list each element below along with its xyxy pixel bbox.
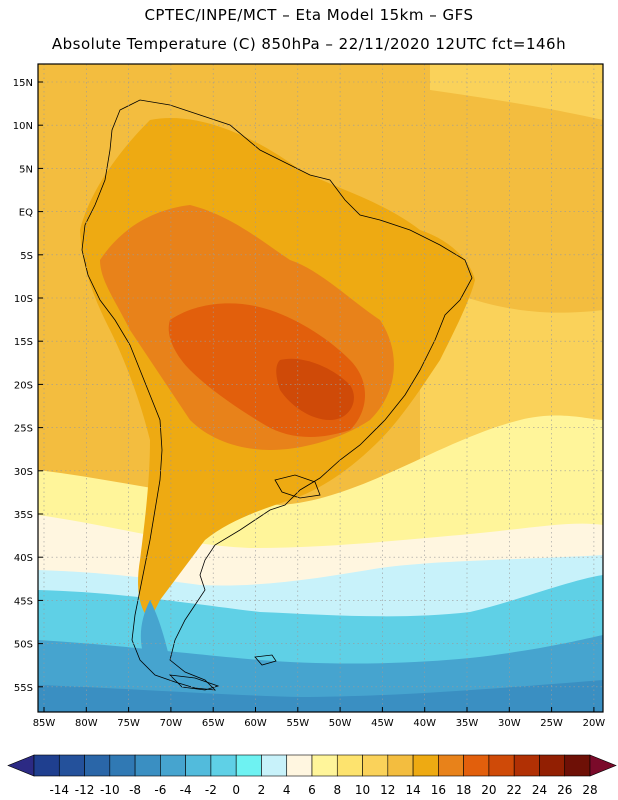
colorbar-swatch: [311, 754, 338, 777]
colorbar-label: -4: [180, 783, 192, 797]
lon-tick-label: 40W: [413, 718, 436, 729]
colorbar-swatch: [564, 754, 591, 777]
colorbar-label: -6: [154, 783, 166, 797]
colorbar-label: 6: [308, 783, 316, 797]
colorbar-label: 16: [431, 783, 446, 797]
colorbar-label: -10: [100, 783, 120, 797]
lat-tick-label: 35S: [14, 510, 33, 521]
lon-tick-label: 45W: [371, 718, 394, 729]
lat-tick-label: 10S: [14, 294, 33, 305]
colorbar-swatch: [33, 754, 60, 777]
ocean-mild-band-north: [430, 64, 603, 120]
lon-tick-label: 50W: [329, 718, 352, 729]
lat-tick-label: 25S: [14, 424, 33, 435]
colorbar-label: 14: [405, 783, 420, 797]
colorbar-swatch: [84, 754, 111, 777]
colorbar-swatch: [261, 754, 288, 777]
ocean-cold-band-2: [38, 680, 603, 712]
colorbar-swatch: [539, 754, 566, 777]
map-title-line2: Absolute Temperature (C) 850hPa – 22/11/…: [51, 35, 567, 53]
lat-tick-label: 55S: [14, 683, 33, 694]
colorbar-label: -2: [205, 783, 217, 797]
colorbar-swatch: [109, 754, 136, 777]
colorbar-high-arrow: [589, 754, 617, 777]
rio-de-la-plata-outline: [274, 474, 321, 499]
colorbar-label: 10: [355, 783, 370, 797]
lon-tick-label: 65W: [202, 718, 225, 729]
lat-tick-label: 30S: [14, 467, 33, 478]
colorbar-swatch: [160, 754, 186, 777]
colorbar-label: 22: [507, 783, 522, 797]
lon-tick-label: 85W: [33, 718, 56, 729]
colorbar-label: 18: [456, 783, 471, 797]
temperature-colorbar: [7, 754, 617, 777]
lat-lon-grid: [38, 64, 603, 712]
lat-tick-label: 5S: [20, 251, 33, 262]
colorbar-label: 4: [283, 783, 291, 797]
colorbar-labels: -14 -12 -10 -8 -6 -4 -2 0 2 4 6 8 10 12 14 16 18 20 22 24 26…: [49, 783, 597, 797]
lat-tick-label: 20S: [14, 380, 33, 391]
colorbar-swatch: [134, 754, 161, 777]
lon-tick-label: 70W: [160, 718, 183, 729]
colorbar-swatch: [336, 754, 363, 777]
plot-frame: [37, 63, 604, 713]
tierra-del-fuego-outline: [168, 674, 220, 691]
colorbar-label: 20: [481, 783, 496, 797]
lon-tick-label: 20W: [583, 718, 606, 729]
colorbar-label: 24: [532, 783, 547, 797]
south-america-coastline: [81, 99, 473, 691]
land-hottest-core: [276, 358, 354, 420]
colorbar-label: 26: [557, 783, 572, 797]
lat-tick-label: 15S: [14, 337, 33, 348]
lon-tick-label: 80W: [75, 718, 98, 729]
lat-tick-label: 45S: [14, 596, 33, 607]
lon-tick-label: 60W: [244, 718, 267, 729]
colorbar-swatch: [387, 754, 414, 777]
lat-tick-label: 10N: [13, 121, 33, 132]
land-cold-patagonia: [140, 600, 210, 690]
colorbar-swatch: [463, 754, 490, 777]
colorbar-label: -14: [49, 783, 69, 797]
lat-tick-label: 40S: [14, 553, 33, 564]
lat-tick-label: 15N: [13, 78, 33, 89]
colorbar-swatch: [235, 754, 262, 777]
colorbar-swatch: [210, 754, 237, 777]
colorbar-swatch: [438, 754, 464, 777]
colorbar-swatch: [513, 754, 540, 777]
colorbar-swatch: [488, 754, 515, 777]
colorbar-swatch: [362, 754, 389, 777]
lat-tick-label: 5N: [19, 164, 33, 175]
lon-tick-label: 55W: [286, 718, 309, 729]
lat-tick-label: EQ: [19, 208, 33, 219]
colorbar-label: -8: [129, 783, 141, 797]
lon-tick-label: 75W: [117, 718, 140, 729]
colorbar-label: 12: [380, 783, 395, 797]
lon-tick-label: 30W: [498, 718, 521, 729]
colorbar-swatch: [412, 754, 439, 777]
colorbar-swatch: [58, 754, 85, 777]
colorbar-label: 8: [333, 783, 341, 797]
lon-tick-label: 25W: [540, 718, 563, 729]
lat-tick-label: 50S: [14, 640, 33, 651]
longitude-axis: 85W 80W 75W 70W 65W 60W 55W 50W 45W 40W 35W 30W 25W 2…: [33, 707, 606, 729]
falkland-islands-outline: [254, 654, 277, 666]
latitude-axis: 15N 10N 5N EQ 5S 10S 15S 20S 25S 30S 35S 40S 45S 50S 5…: [13, 78, 43, 694]
colorbar-label: -12: [75, 783, 95, 797]
temperature-field: [38, 64, 603, 712]
colorbar-label: 2: [258, 783, 266, 797]
colorbar-swatch: [286, 754, 313, 777]
lon-tick-label: 35W: [456, 718, 479, 729]
colorbar-label: 0: [232, 783, 240, 797]
map-title-line1: CPTEC/INPE/MCT – Eta Model 15km – GFS: [144, 6, 474, 24]
colorbar-label: 28: [582, 783, 597, 797]
colorbar-low-arrow: [7, 754, 35, 777]
colorbar-swatch: [185, 754, 212, 777]
